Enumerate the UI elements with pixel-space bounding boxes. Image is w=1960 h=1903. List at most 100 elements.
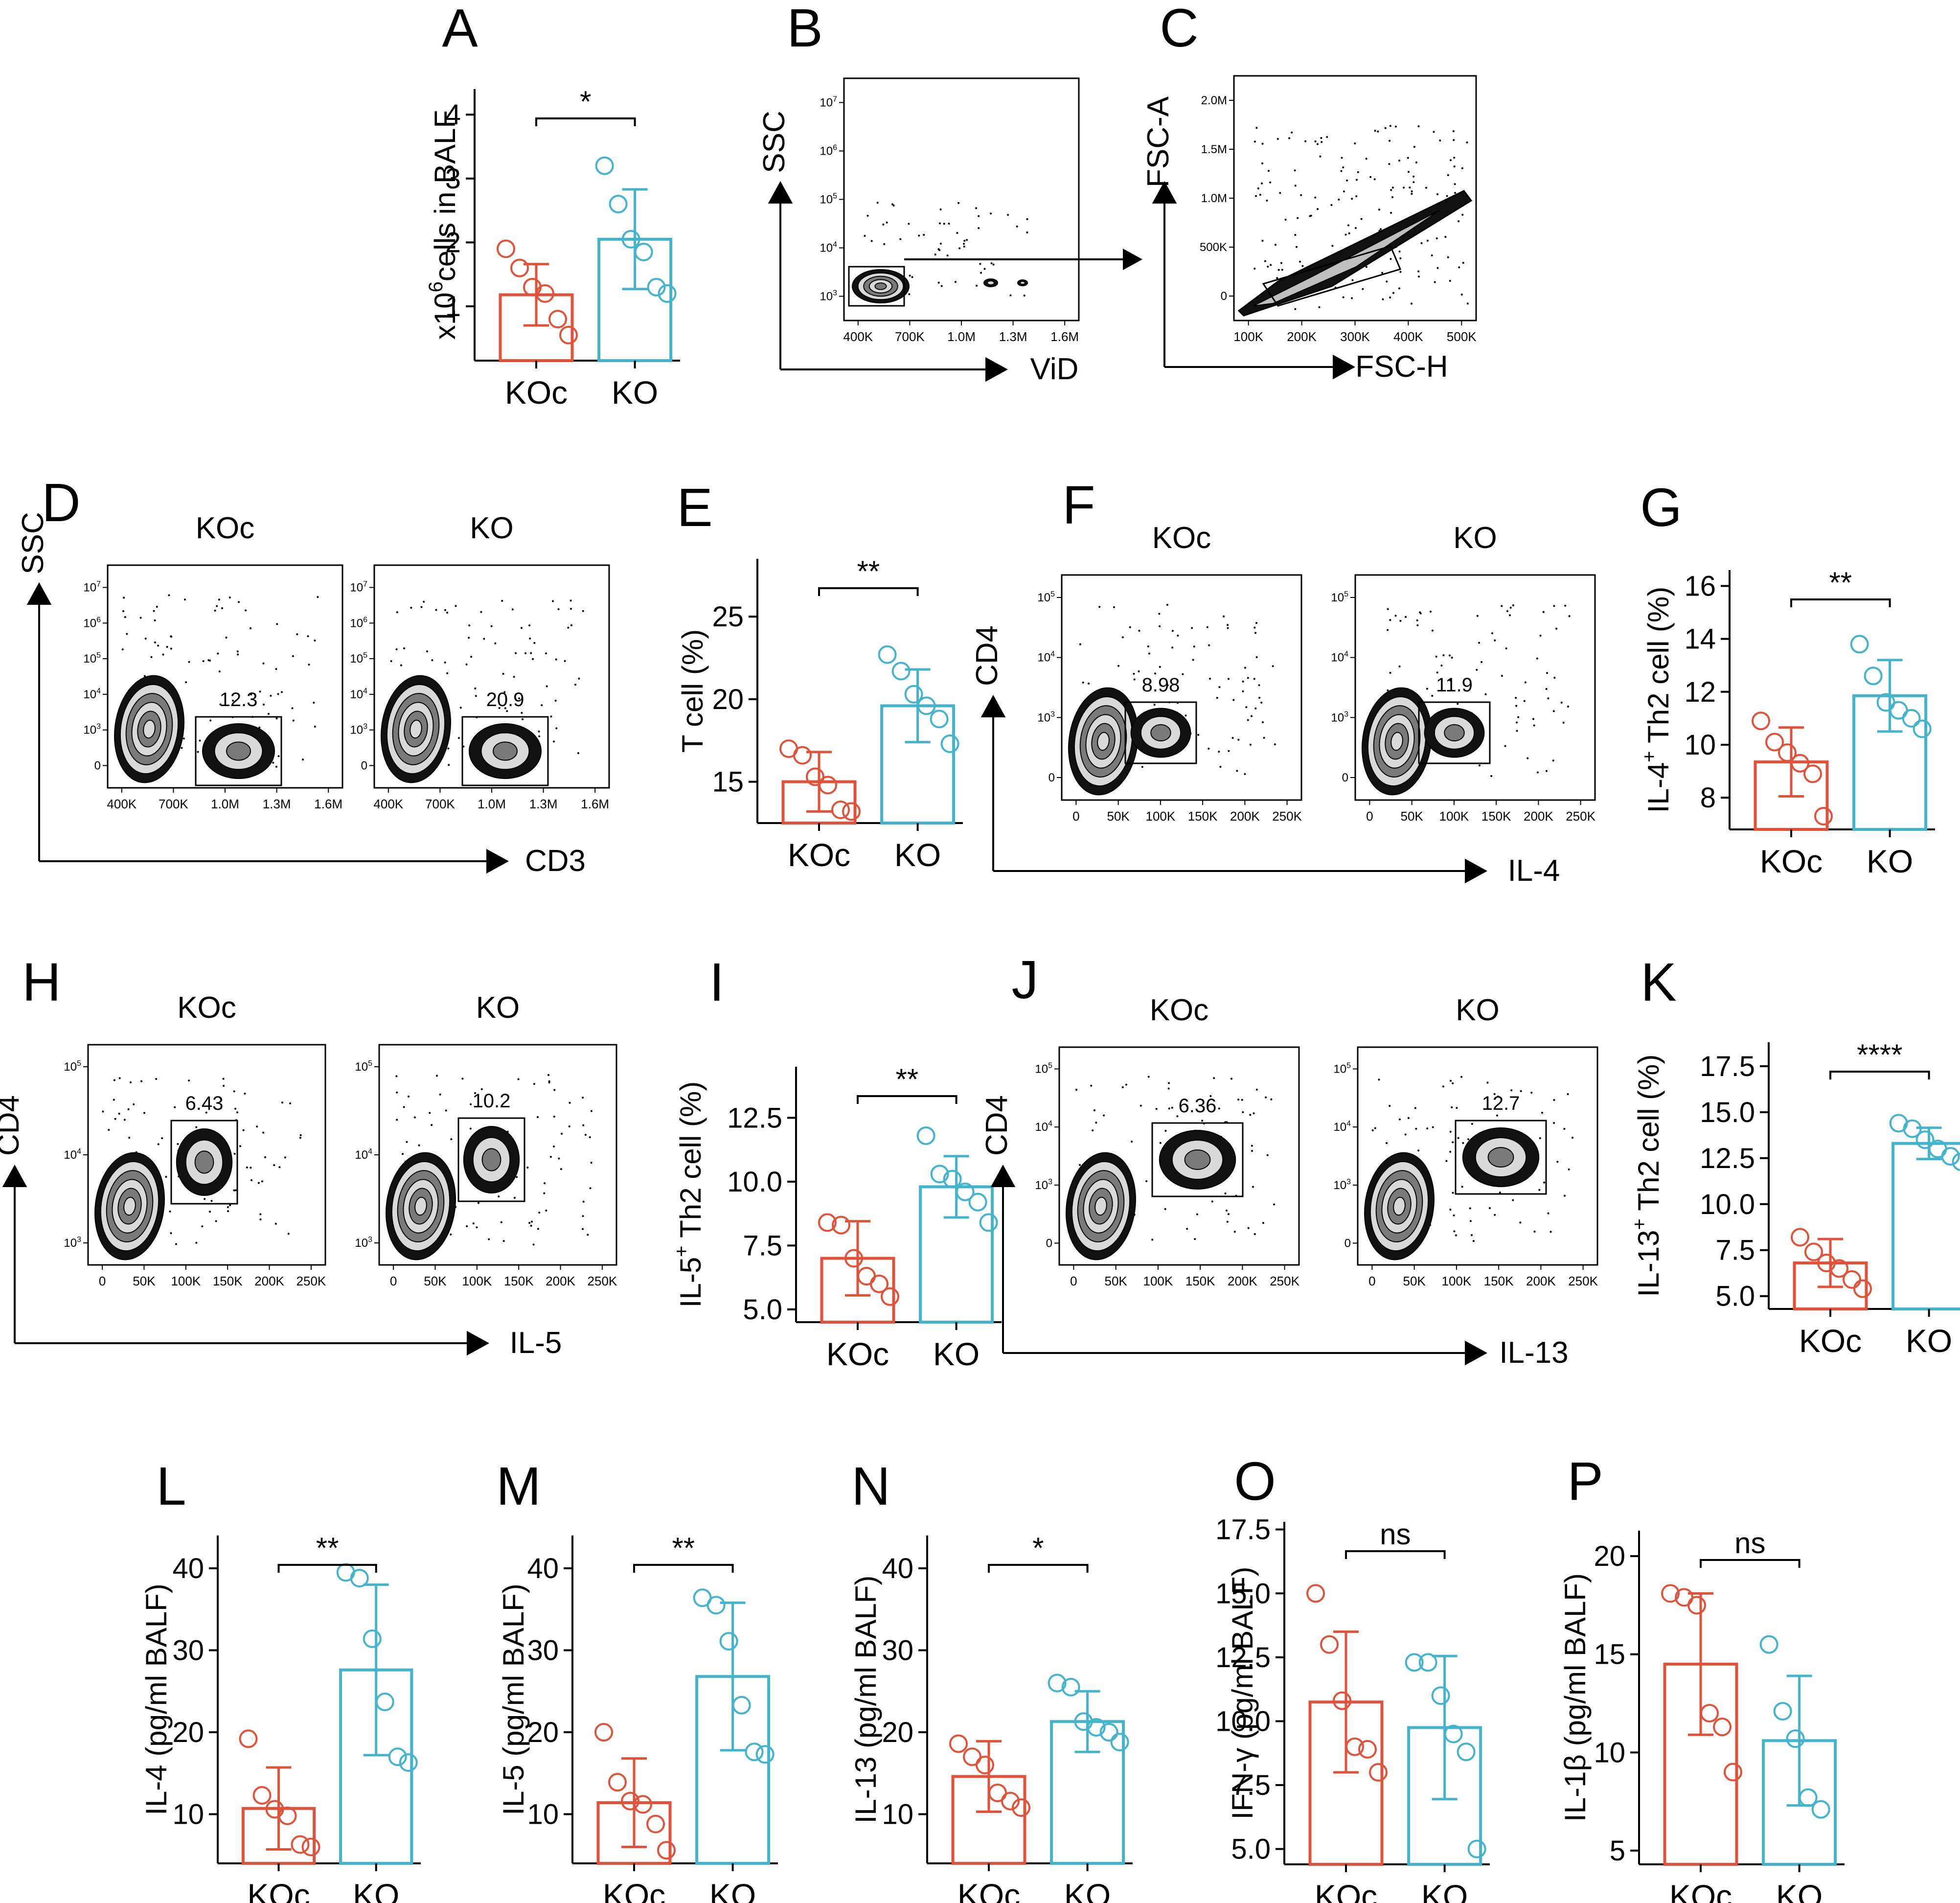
- y-tick-label: 105: [820, 192, 837, 206]
- event-dot: [1447, 256, 1449, 258]
- significance-label: **: [316, 1532, 339, 1564]
- y-tick-label: 103: [83, 723, 101, 737]
- event-dot: [1497, 1095, 1500, 1098]
- event-dot: [514, 652, 517, 654]
- event-dot: [157, 1143, 160, 1146]
- data-point-KOc: [1358, 1740, 1377, 1759]
- event-dot: [1429, 610, 1432, 613]
- x-tick-label: 400K: [373, 797, 403, 811]
- y-tick-label: 15.0: [1700, 1097, 1755, 1128]
- y-axis-label: IL-13+ Th2 cell (%): [1629, 1055, 1665, 1297]
- data-point-KOc: [594, 1723, 613, 1742]
- event-dot: [1431, 695, 1434, 697]
- y-tick-exponent: 7: [96, 580, 101, 589]
- density-contour: [226, 741, 251, 761]
- event-dot: [1277, 269, 1280, 271]
- event-dot: [553, 1115, 555, 1118]
- event-dot: [1568, 615, 1571, 618]
- event-dot: [1547, 1212, 1550, 1215]
- y-tick-label: 107: [350, 580, 367, 595]
- x-tick-label: 500K: [1447, 329, 1477, 344]
- x-tick-label-KOc: KOc: [1760, 843, 1823, 879]
- event-dot: [498, 1195, 500, 1198]
- event-dot: [1444, 236, 1447, 238]
- x-tick-label: 0: [1368, 1274, 1375, 1288]
- event-dot: [448, 764, 450, 766]
- event-dot: [1436, 671, 1438, 674]
- x-tick-label: 400K: [1393, 329, 1423, 344]
- significance-label: *: [580, 85, 591, 118]
- event-dot: [911, 276, 913, 278]
- x-tick-label: 0: [390, 1274, 397, 1288]
- event-dot: [237, 653, 239, 656]
- event-dot: [1369, 176, 1372, 178]
- event-dot: [937, 248, 940, 251]
- data-point-KO: [1889, 701, 1908, 720]
- significance-bracket: [1829, 1071, 1930, 1079]
- event-dot: [538, 730, 540, 733]
- event-dot: [1542, 611, 1545, 613]
- event-dot: [423, 600, 425, 603]
- y-axis-label-rest: Th2 cell (%): [674, 1081, 707, 1246]
- event-dot: [1478, 642, 1481, 644]
- event-dot: [459, 707, 462, 709]
- x-tick-label: 50K: [1403, 1274, 1426, 1288]
- y-tick-exponent: 4: [1346, 1120, 1351, 1128]
- event-dot: [584, 1134, 587, 1136]
- event-dot: [1258, 684, 1260, 687]
- gate: [1418, 701, 1491, 764]
- event-dot: [1450, 159, 1452, 161]
- event-dot: [470, 1103, 472, 1105]
- event-dot: [1377, 130, 1379, 133]
- event-dot: [544, 1182, 546, 1185]
- event-dot: [886, 221, 888, 224]
- event-dot: [569, 1101, 571, 1104]
- event-dot: [1431, 629, 1434, 632]
- event-dot: [1449, 279, 1451, 282]
- event-dot: [1389, 671, 1391, 674]
- event-dot: [1560, 701, 1563, 704]
- data-point-KOc: [621, 1791, 639, 1811]
- event-dot: [1131, 1141, 1133, 1143]
- event-dot: [1168, 1107, 1170, 1110]
- event-dot: [938, 222, 941, 225]
- event-dot: [174, 1106, 176, 1108]
- y-tick-exponent: 4: [96, 687, 101, 695]
- data-point-KO: [388, 1747, 407, 1766]
- event-dot: [1159, 665, 1161, 668]
- panel-letter-F: F: [1062, 475, 1095, 535]
- y-axis-label: IL-4 (pg/ml BALF): [140, 1583, 173, 1815]
- event-dot: [1129, 626, 1131, 628]
- gate-percentage: 8.98: [1142, 674, 1180, 696]
- event-dot: [468, 624, 471, 627]
- event-dot: [1490, 775, 1493, 777]
- y-tick-label: 15: [1594, 1639, 1625, 1671]
- y-tick-label: 15.0: [1215, 1578, 1271, 1609]
- event-dot: [1469, 1207, 1471, 1210]
- event-dot: [1249, 743, 1252, 746]
- event-dot: [227, 1206, 229, 1208]
- event-dot: [408, 1095, 410, 1098]
- event-dot: [530, 1224, 532, 1227]
- data-point-KO: [1444, 1724, 1463, 1743]
- event-dot: [1228, 1213, 1230, 1215]
- event-dot: [1456, 1107, 1458, 1109]
- x-tick-label: 250K: [588, 1274, 617, 1288]
- event-dot: [1478, 764, 1481, 767]
- data-point-KOc: [842, 802, 861, 821]
- data-point-KO: [375, 1693, 394, 1712]
- x-tick-label-KO: KO: [1421, 1878, 1468, 1903]
- y-tick-label: 103: [64, 1236, 81, 1250]
- event-dot: [1232, 699, 1235, 701]
- event-dot: [1357, 171, 1359, 173]
- y-axis-label: CD4: [970, 625, 1004, 686]
- sample-title-KOc: KOc: [1152, 521, 1211, 555]
- data-point-KOc: [278, 1806, 297, 1825]
- event-dot: [513, 676, 515, 678]
- event-dot: [554, 699, 557, 702]
- event-dot: [899, 238, 902, 240]
- event-dot: [1462, 262, 1464, 264]
- data-point-KOc: [1333, 1691, 1351, 1710]
